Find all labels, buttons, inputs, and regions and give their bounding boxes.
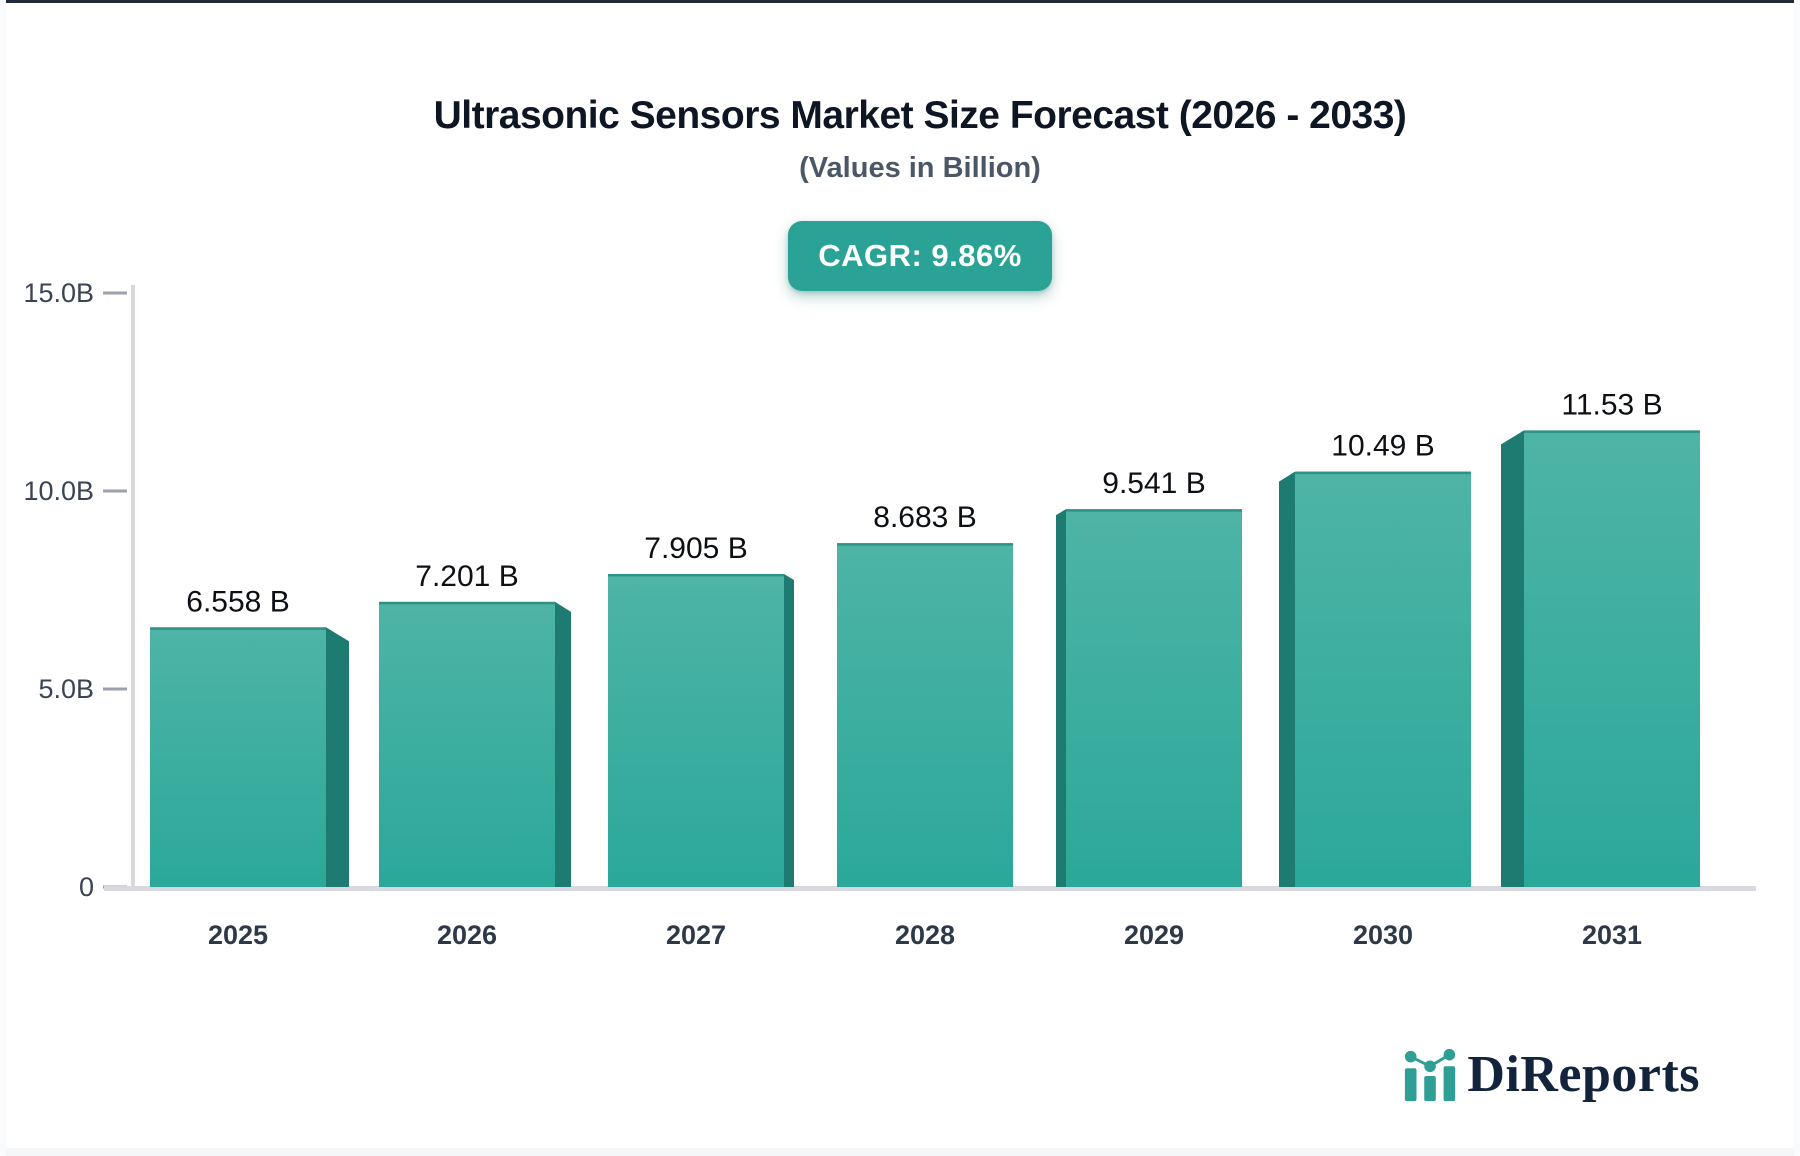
bar-side-face xyxy=(1279,471,1295,887)
bar-2028: 8.683 B 2028 xyxy=(837,501,1013,950)
bar-value-label: 10.49 B xyxy=(1331,430,1434,463)
mini-bar-line-chart-icon xyxy=(1405,1048,1456,1101)
x-category-label: 2028 xyxy=(895,920,955,950)
bar-main-face xyxy=(1295,471,1471,887)
brand-logo-text: DiReports xyxy=(1467,1046,1700,1103)
x-category-label: 2027 xyxy=(666,920,726,950)
bar-side-face xyxy=(555,601,571,887)
bar-top-edge xyxy=(837,543,1013,546)
chart-subtitle: (Values in Billion) xyxy=(799,152,1041,184)
y-tick-label: 15.0B xyxy=(23,278,94,308)
x-category-label: 2025 xyxy=(208,920,268,950)
bar-side-face xyxy=(784,573,794,887)
bar-2031: 11.53 B 2031 xyxy=(1501,388,1700,950)
bar-top-edge xyxy=(379,601,555,605)
x-category-label: 2030 xyxy=(1353,920,1413,950)
bar-side-face xyxy=(1056,509,1066,887)
bar-main-face xyxy=(1524,430,1700,887)
bar-value-label: 8.683 B xyxy=(873,501,976,534)
bar-value-label: 7.905 B xyxy=(644,532,747,565)
y-tick-mark xyxy=(103,489,127,493)
y-tick-label: 10.0B xyxy=(23,476,94,506)
y-tick-label: 5.0B xyxy=(38,674,94,704)
bar-main-face xyxy=(379,601,555,887)
x-axis-line xyxy=(104,886,1756,891)
x-category-label: 2031 xyxy=(1582,920,1642,950)
bar-main-face xyxy=(837,543,1013,887)
bar-2027: 7.905 B 2027 xyxy=(608,532,794,950)
bar-side-face xyxy=(1501,430,1524,887)
bar-2026: 7.201 B 2026 xyxy=(379,560,571,950)
bar-top-edge xyxy=(608,573,784,577)
bar-top-edge xyxy=(150,627,326,630)
bar-2025: 6.558 B 2025 xyxy=(150,585,349,950)
y-tick-label: 0 xyxy=(79,872,94,902)
y-tick-mark xyxy=(103,687,127,691)
x-category-label: 2029 xyxy=(1124,920,1184,950)
cagr-badge: CAGR: 9.86% xyxy=(788,221,1052,291)
bar-2030: 10.49 B 2030 xyxy=(1279,430,1471,950)
mini-bar-line-chart-glyph xyxy=(1405,1048,1456,1101)
y-tick-mark xyxy=(103,291,127,295)
bar-value-label: 7.201 B xyxy=(415,560,518,593)
bar-2029: 9.541 B 2029 xyxy=(1056,467,1242,950)
bar-main-face xyxy=(1066,509,1242,887)
chart-header: Ultrasonic Sensors Market Size Forecast … xyxy=(40,0,1800,291)
x-category-label: 2026 xyxy=(437,920,497,950)
bar-main-face xyxy=(150,627,326,887)
bar-side-face xyxy=(326,627,349,887)
chart-title: Ultrasonic Sensors Market Size Forecast … xyxy=(433,94,1407,137)
brand-logo: DiReports xyxy=(1402,1045,1700,1104)
bar-main-face xyxy=(608,573,784,887)
bar-value-label: 11.53 B xyxy=(1561,388,1662,421)
bar-top-edge xyxy=(1524,430,1700,433)
y-axis-line xyxy=(131,285,135,890)
bar-top-edge xyxy=(1295,471,1471,475)
bar-top-edge xyxy=(1066,509,1242,512)
bar-value-label: 9.541 B xyxy=(1102,467,1205,500)
bar-value-label: 6.558 B xyxy=(186,585,289,618)
